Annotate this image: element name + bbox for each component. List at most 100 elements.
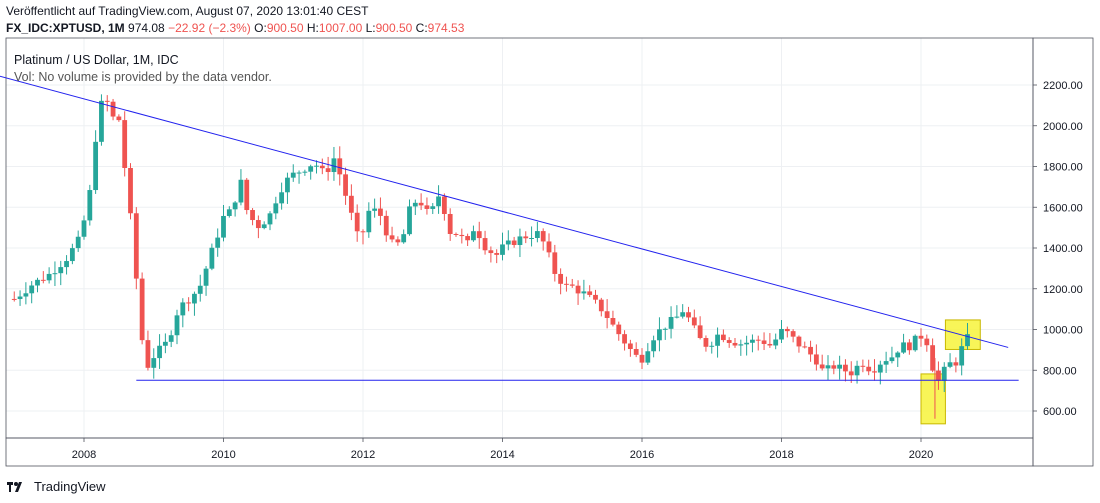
- candle-up: [430, 206, 436, 209]
- highlight-box: [944, 319, 981, 350]
- candle-up: [308, 166, 314, 172]
- candle-down: [703, 338, 709, 347]
- candle-down: [418, 202, 424, 206]
- x-tick-label: 2012: [351, 449, 375, 461]
- candle-up: [366, 210, 372, 233]
- high-value: 1007.00: [318, 21, 363, 35]
- candle-up: [715, 334, 720, 346]
- candle-down: [930, 345, 936, 371]
- candle-down: [790, 331, 796, 337]
- tradingview-brand[interactable]: TradingView: [6, 476, 106, 496]
- candle-up: [180, 302, 186, 316]
- candle-up: [174, 315, 180, 336]
- candle-down: [761, 340, 767, 344]
- candle-down: [389, 235, 395, 240]
- candle-up: [285, 177, 290, 193]
- candle-down: [610, 318, 616, 325]
- published-note: Veröffentlicht auf TradingView.com, Augu…: [6, 4, 369, 18]
- candle-down: [441, 196, 447, 214]
- candle-down: [459, 234, 465, 237]
- candle-down: [250, 210, 255, 221]
- candle-up: [668, 316, 674, 329]
- candle-up: [912, 335, 918, 351]
- candle-down: [872, 371, 877, 373]
- candle-down: [465, 236, 471, 241]
- candle-up: [407, 206, 412, 235]
- candle-down: [616, 324, 622, 335]
- y-tick-label: 1400.00: [1043, 243, 1083, 255]
- candle-down: [453, 233, 459, 235]
- candle-down: [325, 168, 331, 173]
- time-axis[interactable]: 2008 2010 2012 2014 2016 2018 2020: [72, 438, 933, 461]
- candle-down: [337, 158, 343, 175]
- candle-up: [168, 335, 174, 342]
- chart-legend-volume: Vol: No volume is provided by the data v…: [14, 70, 272, 84]
- candle-up: [75, 236, 81, 249]
- candle-up: [46, 273, 52, 281]
- candle-down: [360, 231, 366, 233]
- candle-up: [69, 248, 75, 262]
- symbol-label[interactable]: FX_IDC:XPTUSD, 1M: [6, 21, 125, 35]
- candle-up: [854, 365, 860, 376]
- chart-frame: [5, 37, 1094, 467]
- candle-down: [598, 299, 604, 312]
- candle-down: [186, 302, 192, 304]
- candle-up: [221, 215, 226, 238]
- candle-up: [901, 342, 906, 353]
- candle-down: [122, 120, 128, 168]
- y-tick-label: 2200.00: [1043, 80, 1083, 92]
- candle-up: [750, 339, 755, 343]
- candle-down: [686, 312, 691, 318]
- candle-up: [273, 203, 279, 214]
- candle-up: [941, 366, 947, 381]
- candle-up: [877, 364, 883, 373]
- candle-up: [837, 364, 843, 369]
- candle-up: [17, 296, 23, 300]
- candle-down: [831, 365, 837, 369]
- candle-down: [378, 208, 383, 216]
- candle-up: [261, 224, 267, 229]
- candle-up: [215, 237, 221, 248]
- candle-down: [552, 252, 558, 274]
- candle-up: [29, 285, 35, 294]
- candle-down: [476, 231, 482, 239]
- y-tick-label: 1800.00: [1043, 162, 1083, 174]
- candle-up: [197, 285, 203, 294]
- resistance-trendline: [0, 75, 1009, 348]
- candle-up: [529, 237, 534, 239]
- low-value: 900.50: [375, 21, 413, 35]
- candle-down: [383, 215, 389, 236]
- candle-down: [819, 364, 825, 369]
- candle-up: [773, 339, 779, 346]
- candle-down: [587, 291, 593, 295]
- close-label: C:: [415, 21, 428, 35]
- candle-up: [58, 267, 64, 274]
- candle-down: [523, 236, 529, 239]
- candle-down: [866, 366, 872, 372]
- candle-up: [709, 345, 715, 347]
- x-tick-label: 2016: [630, 449, 654, 461]
- candle-down: [627, 343, 633, 350]
- y-tick-label: 1200.00: [1043, 284, 1083, 296]
- candle-down: [255, 220, 261, 229]
- candle-down: [796, 336, 802, 347]
- candle-up: [581, 291, 587, 294]
- x-tick-label: 2018: [769, 449, 793, 461]
- candle-up: [517, 236, 523, 246]
- candle-down: [691, 317, 697, 326]
- candle-up: [52, 273, 58, 275]
- candle-down: [133, 213, 139, 279]
- candle-down: [575, 285, 581, 294]
- candle-down: [802, 346, 808, 348]
- candle-up: [674, 316, 680, 318]
- candle-up: [35, 279, 40, 286]
- candle-up: [657, 329, 662, 341]
- price-axis[interactable]: 2200.00 2000.00 1800.00 1600.00 1400.00 1200.…: [1033, 80, 1083, 418]
- candle-down: [116, 116, 122, 121]
- candle-down: [639, 354, 645, 363]
- candle-up: [331, 158, 337, 173]
- candle-down: [953, 362, 959, 366]
- x-tick-label: 2008: [72, 449, 96, 461]
- candle-up: [680, 312, 686, 317]
